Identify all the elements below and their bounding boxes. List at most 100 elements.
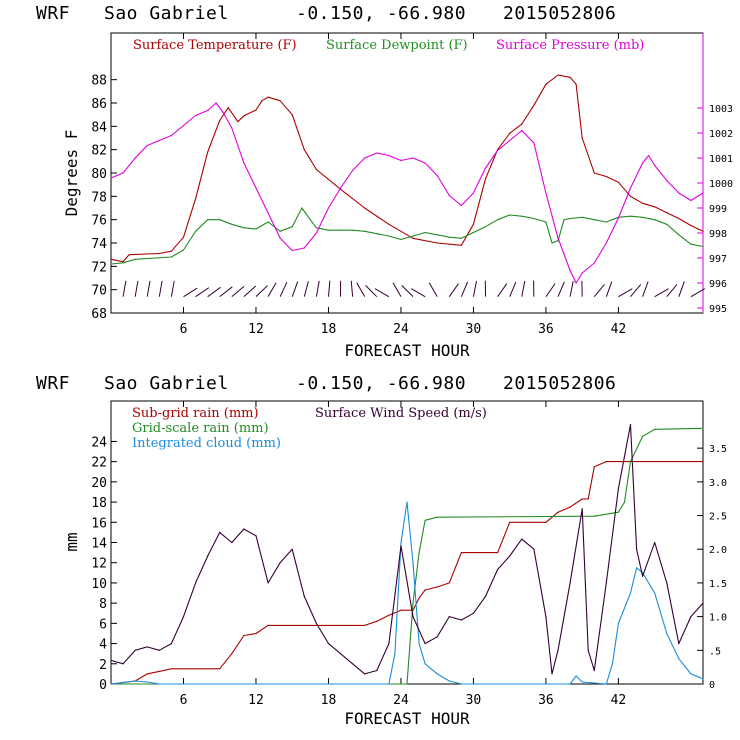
series-point-surface-wind-speed — [654, 541, 656, 544]
series-point-surface-wind-speed — [533, 548, 535, 550]
wind-barb — [557, 281, 565, 297]
series-point-surface-pressure — [533, 142, 535, 144]
series-point-integrated-cloud — [418, 643, 420, 645]
y-tick-label: 22 — [91, 456, 107, 471]
series-point-surface-wind-speed — [484, 595, 487, 598]
series-point-surface-temperature — [255, 109, 257, 111]
series-point-surface-temperature — [617, 181, 620, 183]
series-point-sub-grid-rain — [255, 632, 257, 635]
series-point-surface-wind-speed — [388, 643, 390, 645]
series-point-surface-wind-speed — [497, 568, 499, 571]
series-point-sub-grid-rain — [503, 536, 505, 539]
y-tick-label: 82 — [91, 144, 107, 159]
series-point-surface-wind-speed — [448, 616, 450, 618]
wind-barb — [219, 286, 233, 298]
series-point-surface-pressure — [122, 172, 124, 174]
series-point-surface-wind-speed — [678, 643, 680, 645]
series-point-surface-pressure — [207, 109, 209, 112]
series-point-surface-dewpoint — [666, 223, 668, 225]
series-point-sub-grid-rain — [509, 521, 511, 523]
series-point-grid-scale-rain — [412, 602, 414, 604]
series-point-sub-grid-rain — [581, 498, 583, 500]
series-point-sub-grid-rain — [219, 668, 221, 670]
series-point-integrated-cloud — [581, 681, 583, 683]
series-point-surface-dewpoint — [436, 234, 438, 236]
header-init-bottom: 2015052806 — [503, 373, 616, 394]
series-point-integrated-cloud — [400, 541, 402, 544]
series-point-surface-temperature — [545, 83, 547, 85]
series-point-surface-dewpoint — [448, 236, 450, 238]
wind-barb — [291, 281, 299, 297]
series-point-surface-pressure — [222, 112, 224, 114]
series-line-surface-pressure — [110, 102, 704, 284]
y2-tick-label: 3.5 — [709, 444, 727, 455]
series-point-surface-temperature — [436, 242, 438, 244]
x-tick-label: 30 — [466, 693, 482, 708]
series-point-surface-pressure — [231, 127, 233, 129]
wind-barb — [315, 280, 320, 297]
series-point-surface-temperature — [484, 178, 487, 180]
series-point-surface-dewpoint — [301, 207, 303, 209]
series-point-integrated-cloud — [690, 673, 692, 675]
series-point-sub-grid-rain — [460, 552, 462, 554]
plot-frame-top — [110, 32, 704, 314]
series-group-bottom — [110, 424, 704, 685]
y-tick-label: 70 — [91, 284, 107, 299]
series-point-surface-wind-speed — [303, 595, 305, 598]
series-point-surface-temperature — [509, 132, 511, 134]
series-point-integrated-cloud — [158, 683, 160, 685]
series-point-surface-dewpoint — [702, 245, 704, 248]
y2-tick-label: .5 — [709, 646, 721, 657]
series-point-surface-wind-speed — [340, 653, 342, 655]
series-point-surface-pressure — [497, 149, 499, 152]
series-point-sub-grid-rain — [170, 668, 172, 670]
y2-tick-label: 999 — [709, 204, 727, 215]
series-point-surface-wind-speed — [587, 649, 589, 651]
series-point-surface-dewpoint — [352, 229, 354, 231]
header-location-bottom: Sao Gabriel — [104, 373, 229, 394]
y2-tick-label: 996 — [709, 279, 727, 290]
series-point-surface-dewpoint — [521, 215, 523, 217]
series-point-surface-temperature — [291, 114, 293, 116]
series-point-surface-pressure — [521, 129, 523, 132]
y2-tick-label: 1002 — [709, 129, 733, 140]
series-line-surface-temperature — [110, 74, 704, 263]
series-point-surface-dewpoint — [255, 228, 257, 230]
series-point-surface-pressure — [702, 192, 704, 194]
y-tick-label: 14 — [91, 537, 107, 552]
series-point-surface-pressure — [243, 162, 245, 164]
y2-tick-label: 1.5 — [709, 579, 727, 590]
series-point-grid-scale-rain — [629, 461, 632, 463]
series-point-integrated-cloud — [110, 683, 112, 685]
wind-barb — [630, 284, 642, 297]
series-point-surface-wind-speed — [472, 612, 474, 614]
series-point-sub-grid-rain — [448, 582, 450, 584]
series-point-surface-dewpoint — [563, 219, 565, 221]
series-point-surface-dewpoint — [327, 229, 330, 231]
series-point-surface-temperature — [261, 100, 263, 102]
series-point-surface-wind-speed — [400, 545, 402, 547]
series-point-surface-wind-speed — [557, 649, 559, 651]
series-point-surface-wind-speed — [702, 602, 704, 604]
header-bottom: WRF Sao Gabriel -0.150, -66.980 20150528… — [36, 373, 616, 394]
series-point-integrated-cloud — [448, 680, 450, 682]
wind-barb — [678, 281, 685, 297]
series-point-surface-pressure — [327, 207, 330, 209]
series-point-surface-wind-speed — [267, 582, 269, 584]
wind-barb — [411, 288, 426, 298]
series-point-surface-temperature — [170, 250, 172, 252]
series-point-surface-dewpoint — [231, 223, 233, 225]
wind-barb — [428, 282, 438, 297]
wind-barb — [195, 287, 210, 298]
x-tick-label: 24 — [393, 693, 409, 708]
series-point-surface-dewpoint — [170, 256, 172, 258]
series-point-surface-temperature — [581, 137, 583, 139]
series-point-surface-temperature — [690, 224, 692, 227]
series-point-surface-dewpoint — [605, 221, 607, 223]
x-tick-label: 18 — [321, 322, 337, 337]
wind-barb — [279, 281, 288, 297]
series-point-surface-pressure — [642, 162, 644, 164]
series-point-surface-pressure — [690, 199, 692, 202]
header-coords-bottom: -0.150, -66.980 — [296, 373, 466, 394]
series-point-surface-temperature — [593, 172, 595, 174]
